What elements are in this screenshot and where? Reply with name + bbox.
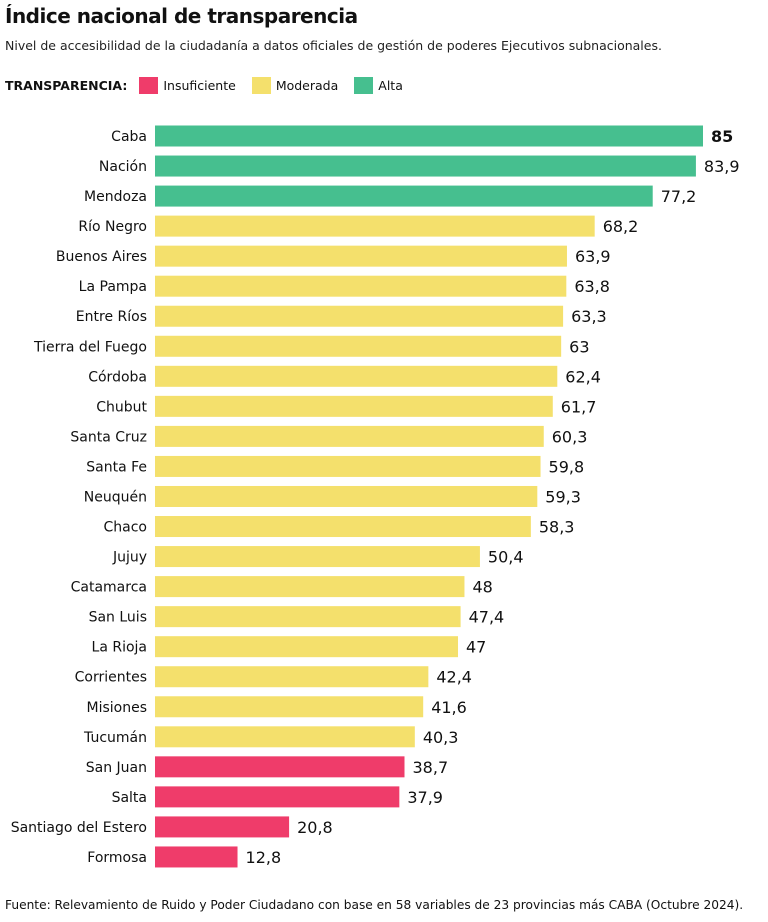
bar xyxy=(155,305,564,327)
value-label: 59,3 xyxy=(545,487,581,506)
value-label: 48 xyxy=(472,578,492,597)
value-label: 63,9 xyxy=(575,247,611,266)
value-label: 50,4 xyxy=(488,548,524,567)
value-label: 40,3 xyxy=(423,728,459,747)
category-label: Santa Fe xyxy=(86,459,147,475)
category-label: Santiago del Estero xyxy=(11,820,147,836)
category-label: Entre Ríos xyxy=(76,309,147,325)
bar xyxy=(155,185,653,207)
category-label: Formosa xyxy=(87,850,147,866)
source-note: Fuente: Relevamiento de Ruido y Poder Ci… xyxy=(5,898,744,912)
category-label: Jujuy xyxy=(112,550,147,566)
bar xyxy=(155,846,238,868)
value-label: 63,8 xyxy=(574,277,610,296)
bar xyxy=(155,726,415,748)
bar xyxy=(155,606,461,628)
bar xyxy=(155,125,703,147)
value-label: 47,4 xyxy=(469,608,505,627)
category-label: Chaco xyxy=(104,520,148,536)
legend-item-alta: Alta xyxy=(354,77,403,94)
bar xyxy=(155,666,429,688)
category-label: La Rioja xyxy=(92,640,147,656)
value-label: 42,4 xyxy=(436,668,472,687)
bar xyxy=(155,335,562,357)
legend-swatch xyxy=(354,77,374,94)
value-label: 68,2 xyxy=(603,217,639,236)
bar xyxy=(155,365,558,387)
category-label: Salta xyxy=(112,790,147,806)
value-label: 41,6 xyxy=(431,698,467,717)
category-label: Misiones xyxy=(87,700,148,716)
value-label: 62,4 xyxy=(565,367,601,386)
legend: TRANSPARENCIA: Insuficiente Moderada Alt… xyxy=(5,77,419,94)
bar xyxy=(155,275,567,297)
category-label: Río Negro xyxy=(78,219,147,235)
bar xyxy=(155,576,465,598)
category-label: Córdoba xyxy=(88,369,147,385)
bar xyxy=(155,455,541,477)
category-label: Catamarca xyxy=(71,580,147,596)
category-label: Mendoza xyxy=(84,189,147,205)
category-label: Caba xyxy=(111,129,147,145)
category-label: Corrientes xyxy=(75,670,147,686)
bar xyxy=(155,696,424,718)
bar xyxy=(155,786,400,808)
bar xyxy=(155,816,290,838)
value-label: 77,2 xyxy=(661,187,697,206)
value-label: 59,8 xyxy=(549,457,585,476)
bar xyxy=(155,516,531,538)
value-label: 58,3 xyxy=(539,518,575,537)
bar xyxy=(155,485,538,507)
value-label: 12,8 xyxy=(246,848,282,867)
category-label: Neuquén xyxy=(84,489,147,505)
category-label: Tierra del Fuego xyxy=(33,339,147,355)
category-label: Tucumán xyxy=(83,730,147,746)
value-label: 83,9 xyxy=(704,157,740,176)
bar xyxy=(155,756,405,778)
value-label: 61,7 xyxy=(561,397,597,416)
category-label: San Luis xyxy=(89,610,147,626)
legend-item-insuficiente: Insuficiente xyxy=(139,77,236,94)
value-label: 20,8 xyxy=(297,818,333,837)
category-label: Chubut xyxy=(96,399,147,415)
value-label: 63 xyxy=(569,337,589,356)
bar xyxy=(155,245,567,267)
chart-title: Índice nacional de transparencia xyxy=(5,4,358,28)
category-label: Santa Cruz xyxy=(70,429,147,445)
value-label: 60,3 xyxy=(552,427,588,446)
value-label: 47 xyxy=(466,638,486,657)
legend-title: TRANSPARENCIA: xyxy=(5,78,128,93)
value-label: 37,9 xyxy=(407,788,443,807)
bar xyxy=(155,425,544,447)
category-label: San Juan xyxy=(86,760,147,776)
value-label: 85 xyxy=(711,127,733,146)
value-label: 63,3 xyxy=(571,307,607,326)
value-label: 38,7 xyxy=(413,758,449,777)
legend-label: Moderada xyxy=(275,78,339,93)
legend-item-moderada: Moderada xyxy=(251,77,339,94)
legend-swatch xyxy=(251,77,271,94)
bar xyxy=(155,636,459,658)
category-label: Nación xyxy=(99,159,147,175)
bar xyxy=(155,155,696,177)
legend-label: Alta xyxy=(378,78,403,93)
chart-subtitle: Nivel de accesibilidad de la ciudadanía … xyxy=(5,38,662,53)
bar xyxy=(155,215,595,237)
legend-swatch xyxy=(139,77,159,94)
legend-label: Insuficiente xyxy=(163,78,236,93)
bar xyxy=(155,395,553,417)
bar xyxy=(155,546,480,568)
category-label: La Pampa xyxy=(79,279,147,295)
category-label: Buenos Aires xyxy=(56,249,147,265)
